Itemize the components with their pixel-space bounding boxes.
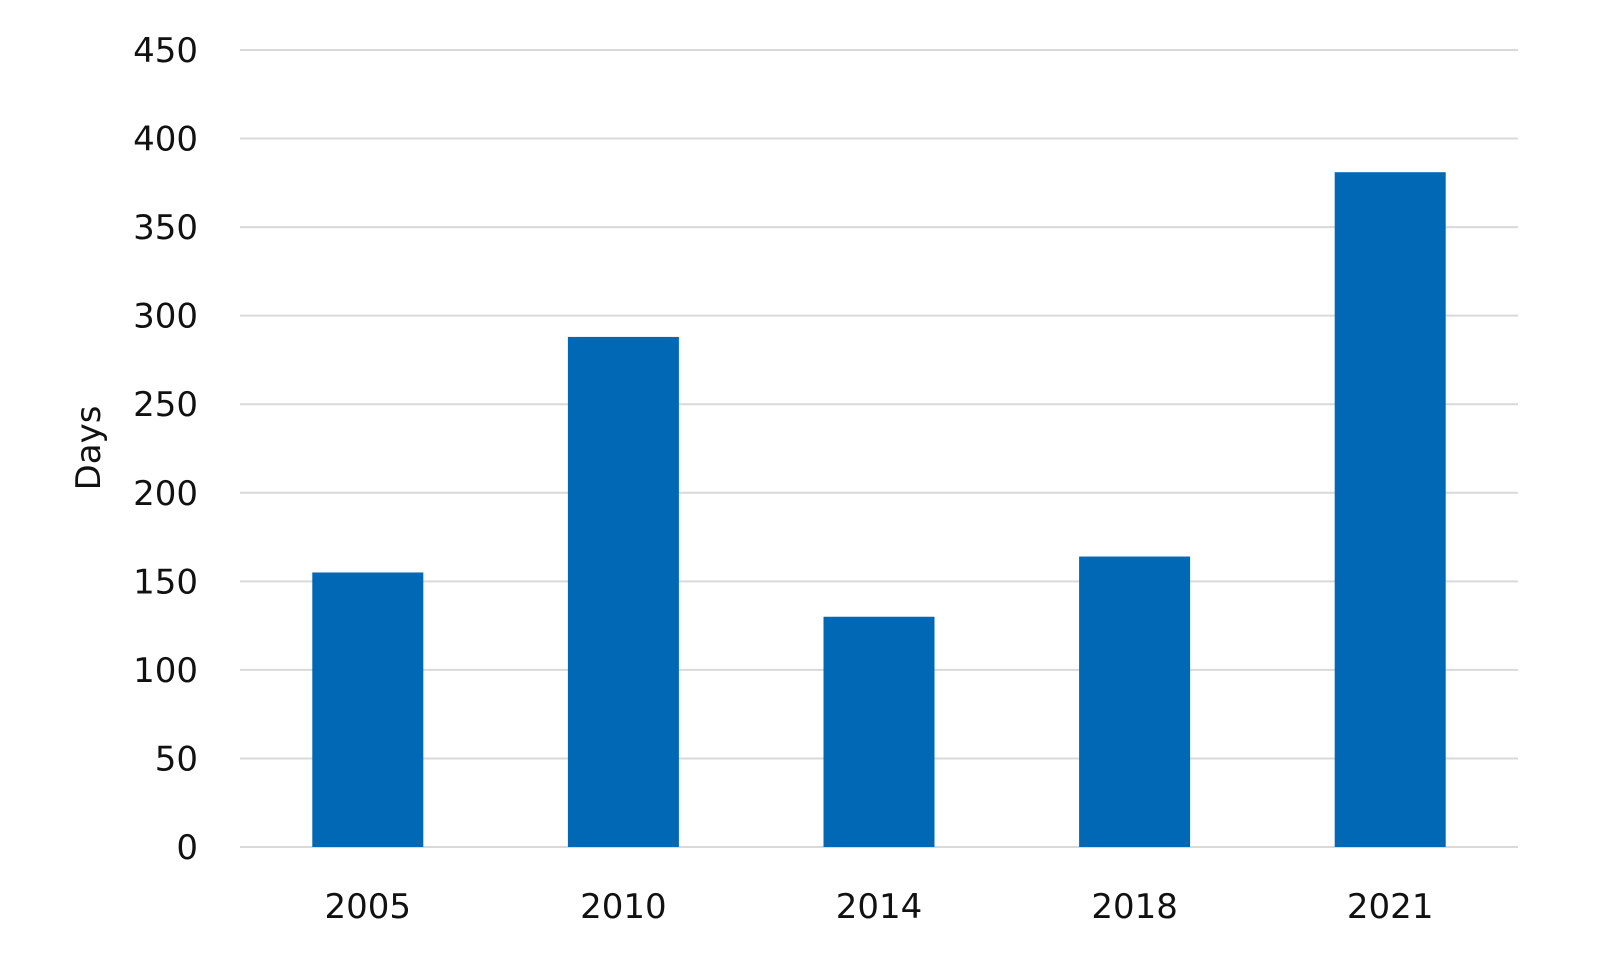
y-tick-label: 150 [133, 562, 198, 602]
gridlines [240, 49, 1518, 848]
x-tick-label: 2005 [325, 887, 412, 927]
y-tick-label: 50 [155, 739, 198, 779]
x-tick-label: 2021 [1347, 887, 1434, 927]
y-tick-label: 100 [133, 651, 198, 691]
y-tick-label: 400 [133, 120, 198, 160]
y-tick-labels: 0 50 100 150 200 250 300 350 400 450 [133, 31, 198, 868]
x-tick-labels: 2005 2010 2014 2018 2021 [325, 887, 1434, 927]
y-tick-label: 200 [133, 474, 198, 514]
bar-2021 [1334, 172, 1446, 847]
x-tick-label: 2010 [580, 887, 667, 927]
y-tick-label: 250 [133, 385, 198, 425]
y-tick-label: 300 [133, 297, 198, 337]
bar-2018 [1079, 556, 1191, 847]
x-tick-label: 2018 [1091, 887, 1178, 927]
bar-2010 [567, 336, 679, 847]
y-tick-label: 350 [133, 208, 198, 248]
y-tick-label: 0 [176, 828, 198, 868]
bar-2014 [823, 616, 935, 847]
x-tick-label: 2014 [836, 887, 923, 927]
y-axis-title: Days [69, 406, 109, 491]
bar-2005 [312, 572, 424, 847]
bars [312, 172, 1446, 847]
y-tick-label: 450 [133, 31, 198, 71]
